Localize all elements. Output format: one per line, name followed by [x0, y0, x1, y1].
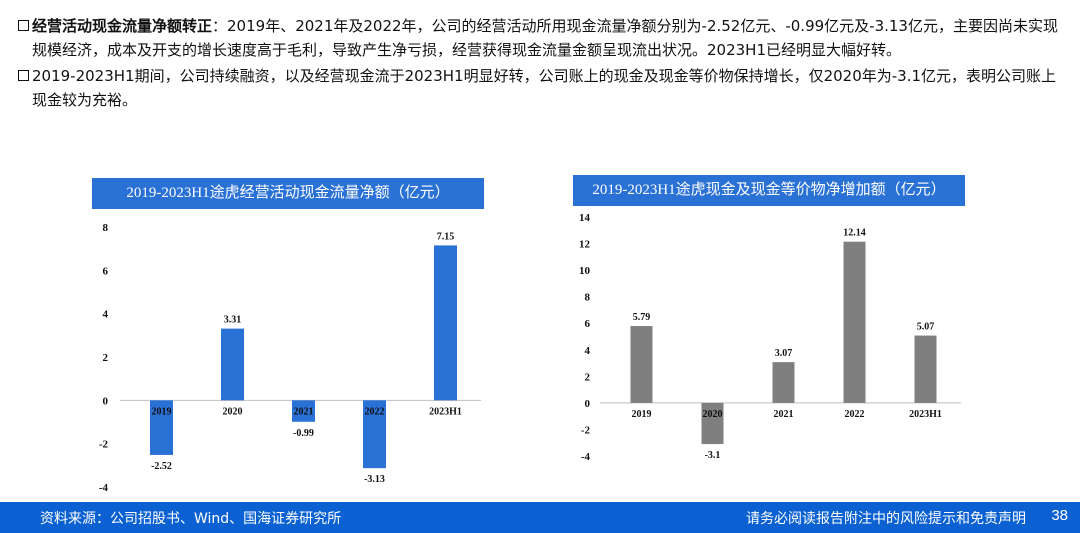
y-tick-label: -4 — [581, 451, 591, 463]
bar — [772, 362, 795, 403]
y-tick-label: -2 — [99, 439, 109, 451]
bar — [221, 328, 244, 401]
data-label: 5.07 — [917, 322, 935, 333]
x-tick-label: 2023H1 — [909, 409, 942, 420]
bullet-list: 经营活动现金流量净额转正：2019年、2021年及2022年，公司的经营活动所用… — [16, 14, 1068, 114]
bullet-heading: 经营活动现金流量净额转正 — [32, 17, 213, 35]
y-tick-label: 4 — [103, 309, 109, 321]
checkbox-square-icon — [18, 70, 29, 81]
x-tick-label: 2021 — [294, 406, 314, 417]
data-label: 3.07 — [775, 348, 793, 359]
bar — [914, 335, 937, 403]
y-tick-label: 2 — [585, 371, 591, 383]
y-tick-label: -4 — [99, 482, 109, 494]
data-label: -3.13 — [364, 474, 385, 485]
footer-source: 资料来源：公司招股书、Wind、国海证券研究所 — [40, 511, 342, 527]
operating-cashflow-chart: 2019-2023H1途虎经营活动现金流量净额（亿元） -4 -2 0 2 4 6 8 -2.… — [92, 178, 492, 498]
y-tick-label: 12 — [579, 239, 591, 251]
checkbox-square-icon — [18, 20, 29, 31]
bullet-item-operating-cashflow: 经营活动现金流量净额转正：2019年、2021年及2022年，公司的经营活动所用… — [16, 14, 1068, 62]
bar — [630, 326, 653, 403]
y-tick-label: 6 — [585, 318, 591, 330]
x-tick-label: 2019 — [632, 409, 652, 420]
data-label: 7.15 — [437, 231, 455, 242]
y-tick-label: 6 — [103, 265, 109, 277]
x-tick-label: 2020 — [223, 406, 243, 417]
footer-bar: 资料来源：公司招股书、Wind、国海证券研究所 请务必阅读报告附注中的风险提示和… — [0, 502, 1080, 533]
y-tick-label: 0 — [103, 395, 109, 407]
data-label: 12.14 — [843, 228, 866, 239]
bar — [150, 400, 173, 455]
y-tick-label: 14 — [579, 212, 591, 224]
data-label: 3.31 — [224, 315, 242, 326]
x-tick-label: 2022 — [365, 406, 385, 417]
bar — [701, 402, 724, 445]
x-tick-label: 2022 — [845, 409, 865, 420]
chart-title: 2019-2023H1途虎经营活动现金流量净额（亿元） — [92, 178, 484, 209]
bullet-text: 2019-2023H1期间，公司持续融资，以及经营现金流于2023H1明显好转，… — [32, 67, 1057, 109]
y-tick-label: -2 — [581, 424, 591, 436]
data-label: -0.99 — [293, 428, 314, 439]
bar — [363, 400, 386, 469]
data-label: 5.79 — [633, 312, 651, 323]
y-tick-label: 8 — [585, 292, 591, 304]
bullet-text: ：2019年、2021年及2022年，公司的经营活动所用现金流量净额分别为-2.… — [32, 17, 1058, 59]
x-tick-label: 2021 — [774, 409, 794, 420]
x-tick-label: 2019 — [152, 406, 172, 417]
operating-cashflow-plot: -4 -2 0 2 4 6 8 -2.52 2019 3.31 2020 -0.99 2021 -3.13… — [99, 222, 481, 494]
data-label: -2.52 — [151, 461, 172, 472]
page-number: 38 — [1051, 507, 1068, 524]
cash-equivalents-plot: -4 -2 0 2 4 6 8 10 12 14 5.79 2019 -3.1 2020 3.07 2021 1… — [579, 212, 961, 463]
bar — [434, 245, 457, 401]
footer-disclaimer: 请务必阅读报告附注中的风险提示和免责声明 — [746, 511, 1026, 527]
bullet-item-cash-equivalents: 2019-2023H1期间，公司持续融资，以及经营现金流于2023H1明显好转，… — [16, 64, 1068, 112]
y-tick-label: 8 — [103, 222, 109, 234]
y-tick-label: 4 — [585, 345, 591, 357]
y-tick-label: 0 — [585, 398, 591, 410]
chart-title: 2019-2023H1途虎现金及现金等价物净增加额（亿元） — [573, 175, 965, 206]
x-tick-label: 2020 — [703, 409, 723, 420]
x-tick-label: 2023H1 — [429, 406, 462, 417]
data-label: -3.1 — [705, 450, 721, 461]
bar — [843, 241, 866, 403]
cash-equivalents-chart: 2019-2023H1途虎现金及现金等价物净增加额（亿元） -4 -2 0 2 4 6 8 1… — [570, 175, 970, 475]
y-tick-label: 2 — [103, 352, 109, 364]
bar — [292, 400, 315, 422]
y-tick-label: 10 — [579, 265, 591, 277]
